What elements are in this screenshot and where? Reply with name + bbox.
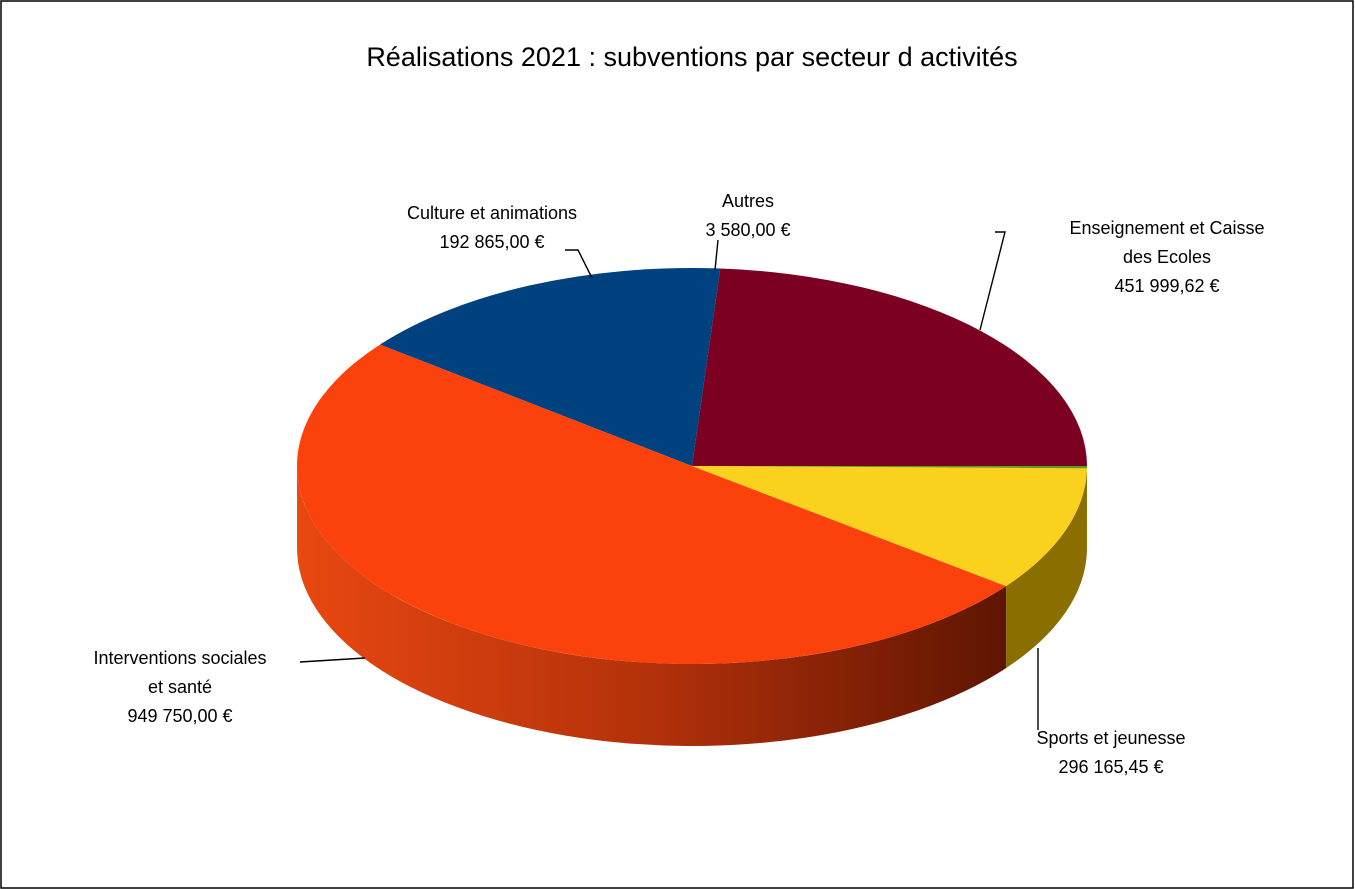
pie-slice-side [1006, 468, 1087, 669]
slice-category-label: Sports et jeunesse [1036, 728, 1185, 748]
pie-slices [297, 268, 1087, 746]
pie-labels: Enseignement et Caisse des Ecoles 451 999,… [93, 191, 1264, 777]
slice-value-label: 949 750,00 € [127, 706, 232, 726]
leader-line [299, 657, 366, 663]
slice-value-label: 3 580,00 € [705, 220, 790, 240]
leader-line [714, 239, 719, 271]
pie-slice [692, 268, 1087, 466]
leader-line [979, 231, 1006, 331]
slice-category-label: Culture et animations [407, 203, 577, 223]
slice-category-label: et santé [148, 677, 212, 697]
slice-category-label: Interventions sociales [93, 648, 266, 668]
slice-category-label: Autres [722, 191, 774, 211]
pie-slice [692, 466, 1087, 469]
chart-title: Réalisations 2021 : subventions par sect… [366, 42, 1017, 72]
pie-slice-side [297, 466, 1007, 746]
pie-slice [297, 344, 1007, 664]
leader-line [565, 249, 593, 279]
slice-value-label: 192 865,00 € [439, 232, 544, 252]
slice-value-label: 451 999,62 € [1114, 276, 1219, 296]
pie-slice [692, 466, 1087, 587]
slice-category-label: Enseignement et Caisse [1069, 218, 1264, 238]
slice-value-label: 296 165,45 € [1058, 757, 1163, 777]
slice-category-label: des Ecoles [1123, 247, 1211, 267]
pie-slice [379, 268, 721, 466]
